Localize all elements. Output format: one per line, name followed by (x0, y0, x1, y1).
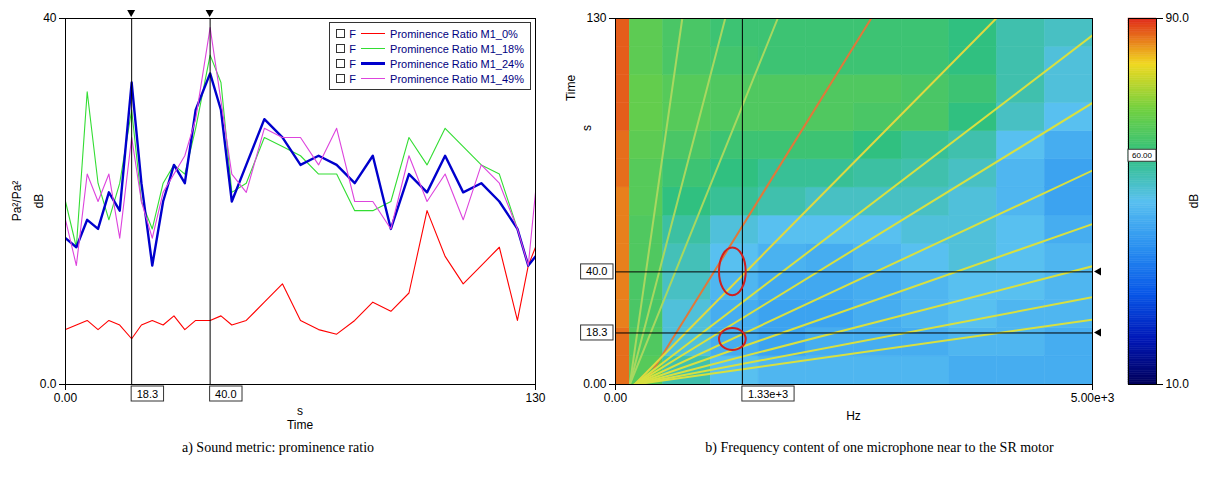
svg-text:18.3: 18.3 (586, 326, 607, 338)
html-text:F: F (349, 72, 357, 85)
svg-text:1.33e+3: 1.33e+3 (748, 388, 788, 400)
svg-text:0.00: 0.00 (583, 377, 607, 391)
svg-text:Time: Time (287, 418, 314, 432)
svg-text:0.0: 0.0 (40, 377, 57, 391)
svg-text:dB: dB (32, 194, 46, 209)
svg-text:Pa²/Pa²: Pa²/Pa² (10, 181, 24, 222)
svg-text:10.0: 10.0 (1166, 377, 1190, 391)
svg-text:5.00e+3: 5.00e+3 (1071, 391, 1115, 405)
svg-text:0.00: 0.00 (604, 391, 628, 405)
svg-text:40: 40 (43, 11, 57, 25)
html-text:a) Sound metric: prominence ra: a) Sound metric: prominence ratio (182, 440, 374, 455)
html-text:Prominence Ratio M1_0%: Prominence Ratio M1_0% (390, 27, 518, 40)
html-text:b) Frequency content of one mi: b) Frequency content of one microphone n… (705, 440, 1054, 455)
html-text:F: F (349, 42, 357, 55)
svg-text:Hz: Hz (846, 409, 861, 423)
html-text:F: F (349, 57, 357, 70)
svg-text:dB: dB (1187, 194, 1201, 209)
svg-text:s: s (580, 125, 594, 131)
svg-text:40.0: 40.0 (586, 265, 607, 277)
svg-text:130: 130 (525, 391, 545, 405)
svg-text:40.0: 40.0 (215, 388, 236, 400)
svg-text:130: 130 (586, 11, 606, 25)
svg-text:18.3: 18.3 (137, 388, 158, 400)
html-text:Prominence Ratio M1_18%: Prominence Ratio M1_18% (390, 42, 524, 55)
svg-text:s: s (297, 404, 303, 418)
html-text:F: F (349, 27, 357, 40)
html-text:Prominence Ratio M1_49%: Prominence Ratio M1_49% (390, 72, 524, 85)
svg-text:60.00: 60.00 (1132, 151, 1153, 160)
svg-text:0.00: 0.00 (54, 391, 78, 405)
svg-text:Time: Time (564, 75, 578, 102)
html-text:Prominence Ratio M1_24%: Prominence Ratio M1_24% (390, 57, 524, 70)
svg-text:90.0: 90.0 (1166, 11, 1190, 25)
